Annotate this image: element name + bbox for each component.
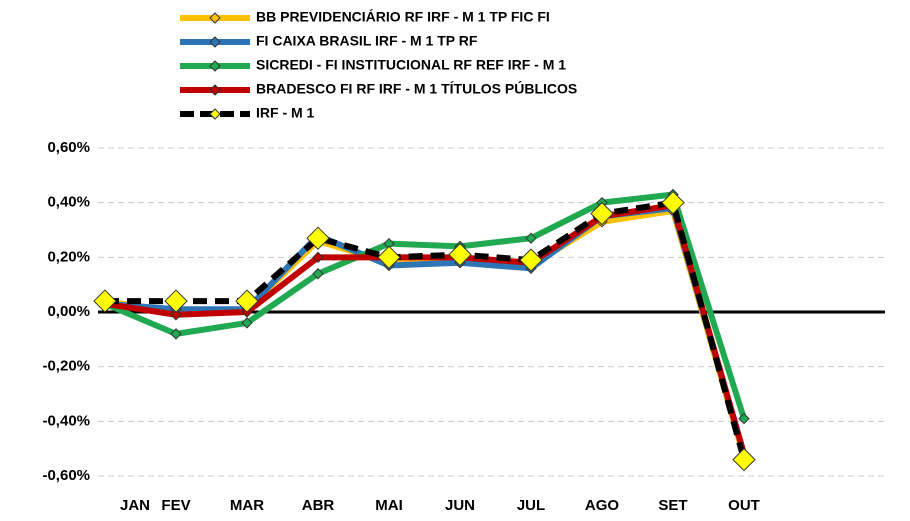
legend-marker	[209, 12, 221, 24]
y-tick-label: 0,40%	[47, 194, 90, 211]
legend-label: SICREDI - FI INSTITUCIONAL RF REF IRF - …	[256, 57, 566, 73]
x-tick-label: AGO	[585, 497, 620, 514]
legend-marker	[209, 108, 221, 120]
y-tick-label: 0,60%	[47, 139, 90, 156]
series-marker	[448, 242, 472, 267]
series-marker	[312, 268, 324, 280]
series-marker	[519, 248, 543, 272]
y-tick-label: 0,20%	[47, 248, 90, 265]
x-tick-label: JUN	[445, 497, 475, 514]
series-line	[103, 191, 747, 420]
y-tick-label: -0,40%	[42, 412, 90, 429]
y-tick-label: -0,20%	[42, 358, 90, 375]
series-marker	[164, 289, 188, 313]
series-marker	[661, 190, 685, 215]
legend-marker	[209, 60, 221, 72]
series-marker	[170, 328, 182, 340]
series-line	[105, 199, 747, 461]
y-tick-label: -0,60%	[42, 467, 90, 484]
series-marker	[306, 226, 330, 250]
legend-marker	[209, 84, 221, 96]
x-tick-label: MAR	[230, 497, 264, 514]
x-tick-label: ABR	[302, 497, 335, 514]
x-tick-label: MAI	[375, 497, 403, 514]
series-marker	[590, 201, 614, 226]
x-tick-label: OUT	[728, 497, 760, 514]
series-marker	[732, 447, 756, 472]
series-marker	[235, 289, 259, 313]
series-marker	[377, 245, 401, 270]
series-marker	[312, 251, 324, 264]
series-marker	[525, 232, 537, 244]
series-marker	[170, 309, 182, 321]
legend-label: BRADESCO FI RF IRF - M 1 TÍTULOS PÚBLICO…	[256, 80, 577, 97]
series-marker	[241, 317, 253, 329]
y-tick-label: 0,00%	[47, 303, 90, 320]
series-marker	[738, 412, 750, 425]
series-marker	[93, 289, 117, 313]
legend-label: BB PREVIDENCIÁRIO RF IRF - M 1 TP FIC FI	[256, 9, 550, 25]
legend-label: IRF - M 1	[256, 105, 315, 121]
legend-label: FI CAIXA BRASIL IRF - M 1 TP RF	[256, 33, 478, 49]
x-tick-label: JUL	[517, 497, 545, 514]
legend-marker	[209, 36, 221, 48]
x-tick-label: JAN	[120, 497, 150, 514]
x-tick-label: FEV	[161, 497, 190, 514]
x-tick-label: SET	[658, 497, 687, 514]
